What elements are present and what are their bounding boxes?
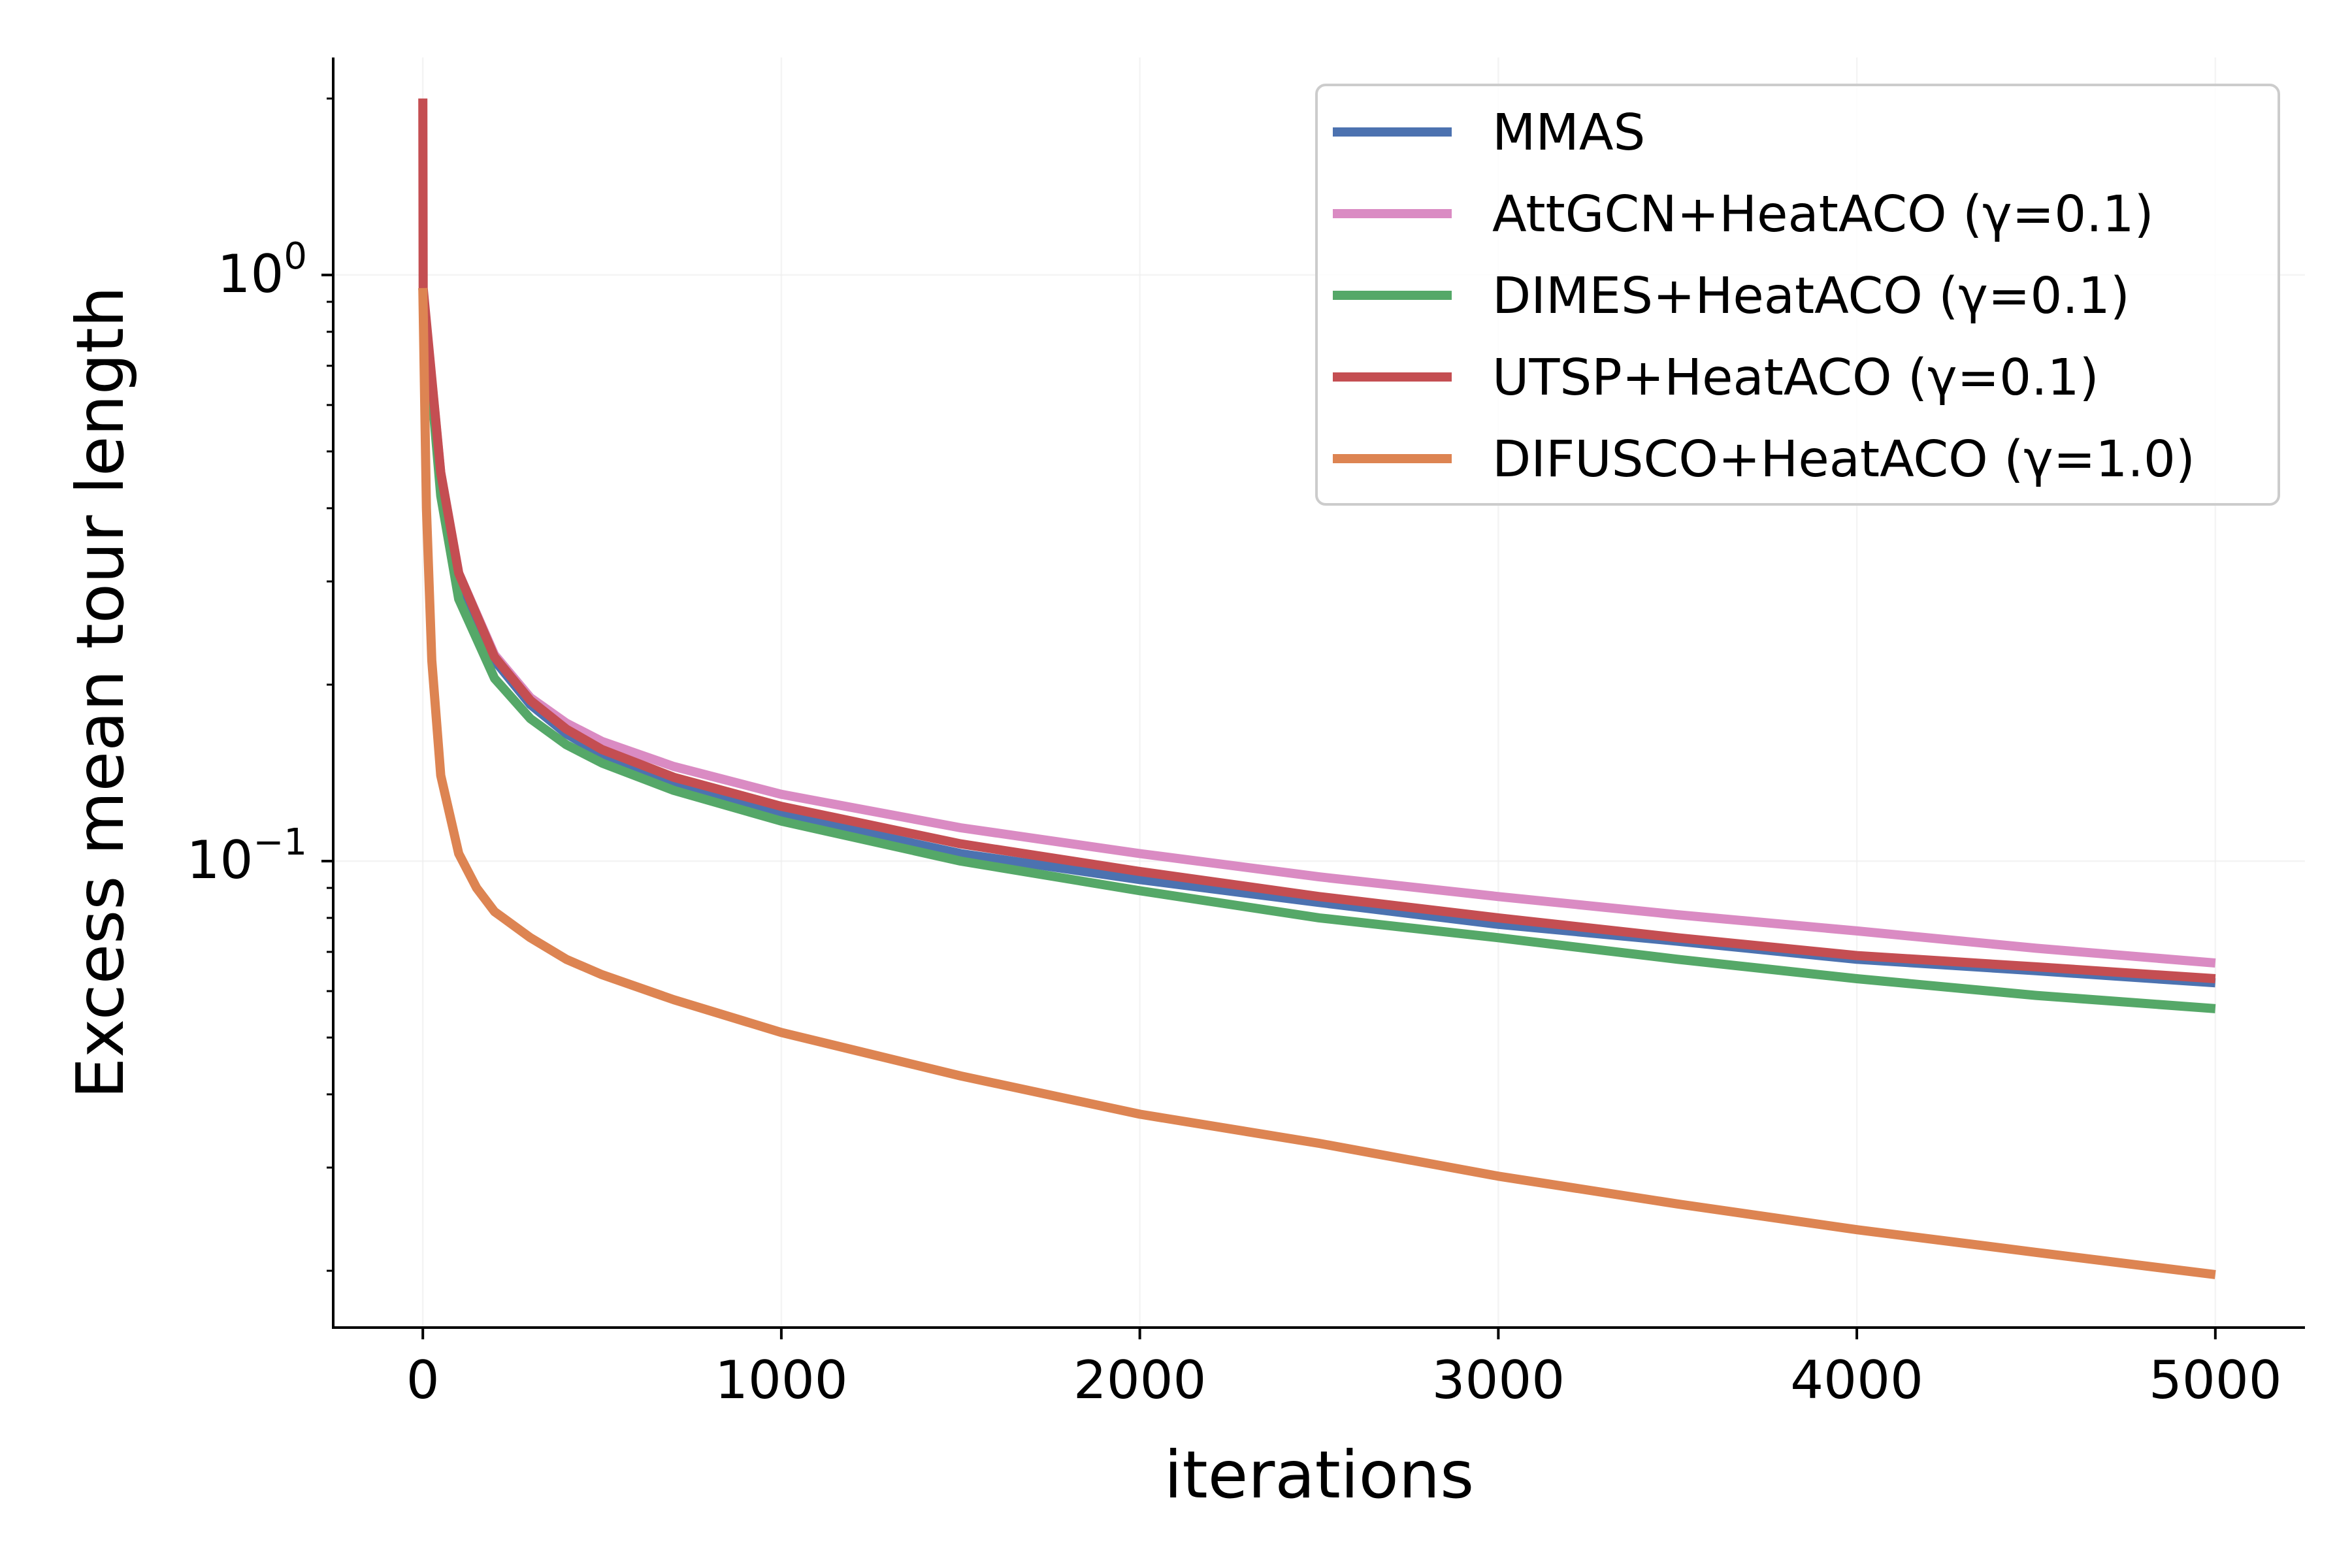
y-tick-exponent: 0	[284, 235, 307, 278]
y-tick-base: 10	[218, 244, 284, 304]
legend-label-dimes-heataco: DIMES+HeatACO (γ=0.1)	[1492, 267, 2130, 325]
x-tick-label: 3000	[1432, 1350, 1565, 1411]
series-line-dimes-heataco	[418, 287, 2216, 1013]
legend: MMAS AttGCN+HeatACO (γ=0.1) DIMES+HeatACO …	[1315, 84, 2280, 506]
legend-label-attgcn-heataco: AttGCN+HeatACO (γ=0.1)	[1492, 186, 2154, 244]
y-tick-label: 10−1	[187, 821, 307, 890]
legend-label-utsp-heataco: UTSP+HeatACO (γ=0.1)	[1492, 349, 2099, 407]
x-axis-ticks: 0 1000 2000 3000 4000 5000	[406, 1328, 2282, 1411]
plot-area	[418, 98, 2216, 1279]
y-tick-base: 10	[187, 830, 253, 890]
x-tick-label: 1000	[715, 1350, 848, 1411]
legend-label-mmas: MMAS	[1492, 104, 1645, 162]
x-tick-label: 5000	[2149, 1350, 2282, 1411]
legend-box	[1315, 84, 2280, 506]
legend-label-difusco-heataco: DIFUSCO+HeatACO (γ=1.0)	[1492, 431, 2195, 489]
axes	[332, 57, 2305, 1329]
y-tick-label: 100	[218, 235, 307, 304]
x-tick-label: 2000	[1073, 1350, 1207, 1411]
series-line-difusco-heataco	[418, 287, 2216, 1279]
y-axis-label: Excess mean tour length	[62, 286, 139, 1099]
series-line-utsp-heataco	[418, 98, 2216, 983]
x-tick-label: 4000	[1790, 1350, 1923, 1411]
y-tick-exponent: −1	[253, 821, 307, 864]
x-tick-label: 0	[406, 1350, 440, 1411]
x-axis-label: iterations	[1164, 1437, 1475, 1513]
